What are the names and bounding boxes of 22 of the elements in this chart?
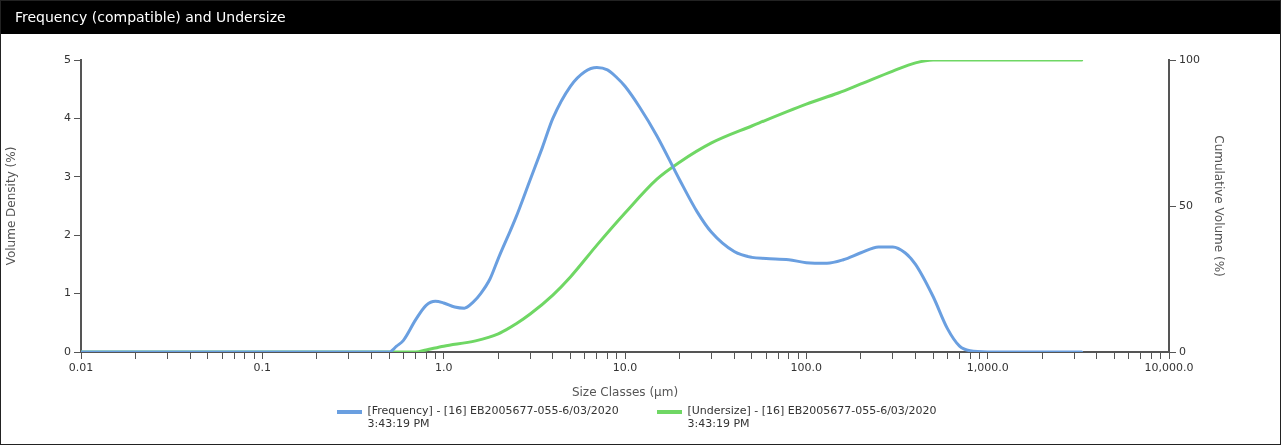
x-axis-title: Size Classes (µm) bbox=[571, 384, 679, 399]
y-tick-label: 2 bbox=[64, 228, 71, 242]
y2-axis-title: Cumulative Volume (%) bbox=[1211, 135, 1226, 277]
y-tick-label: 1 bbox=[64, 286, 71, 300]
y-axis-title: Volume Density (%) bbox=[4, 146, 19, 266]
y-tick-label: 5 bbox=[64, 52, 71, 66]
legend-label: [Undersize] - [16] EB2005677-055-6/03/2020 3:43:19 PM bbox=[687, 404, 938, 430]
y-tick-label: 4 bbox=[64, 111, 71, 125]
x-tick-label: 10,000.0 bbox=[1144, 361, 1194, 375]
y2-tick-label: 50 bbox=[1179, 198, 1193, 212]
y2-tick-label: 0 bbox=[1179, 344, 1186, 358]
chart-title: Frequency (compatible) and Undersize bbox=[1, 1, 1280, 34]
y-tick-label: 3 bbox=[64, 169, 71, 183]
legend-label: [Frequency] - [16] EB2005677-055-6/03/2020 3:43:19 PM bbox=[367, 404, 620, 430]
x-tick-label: 0.01 bbox=[68, 361, 94, 375]
x-tick-label: 0.1 bbox=[253, 361, 272, 375]
x-tick-label: 1.0 bbox=[434, 361, 453, 375]
x-tick-label: 100.0 bbox=[790, 361, 823, 375]
x-tick-label: 10.0 bbox=[612, 361, 638, 375]
y-tick-label: 0 bbox=[64, 344, 71, 358]
x-tick-label: 1,000.0 bbox=[966, 361, 1009, 375]
y2-tick-label: 100 bbox=[1179, 52, 1200, 66]
